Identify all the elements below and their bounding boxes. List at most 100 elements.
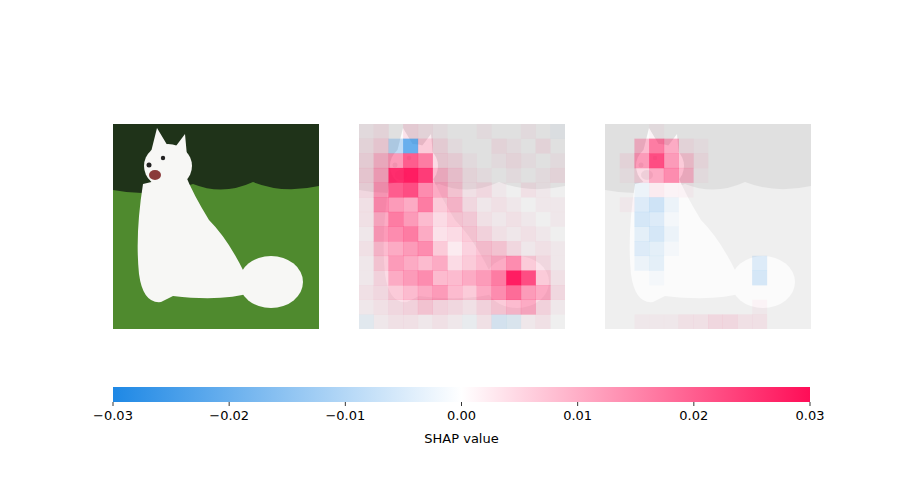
cell — [447, 183, 462, 198]
gray-image — [359, 124, 565, 329]
cell — [708, 285, 723, 300]
cell — [620, 256, 635, 271]
cell — [462, 168, 477, 183]
cell — [767, 183, 782, 198]
tick-label: −0.03 — [93, 408, 133, 423]
cell — [403, 168, 418, 183]
cell — [403, 153, 418, 168]
cell — [634, 197, 649, 212]
cell — [693, 183, 708, 198]
cell — [664, 285, 679, 300]
cell — [634, 153, 649, 168]
cell — [388, 227, 403, 242]
cell — [418, 241, 433, 256]
tick — [113, 402, 114, 406]
cell — [403, 285, 418, 300]
cell — [708, 183, 723, 198]
cell — [782, 139, 797, 154]
cell — [491, 183, 506, 198]
cell — [752, 183, 767, 198]
grass — [113, 124, 319, 329]
cell — [752, 227, 767, 242]
cell — [536, 139, 551, 154]
cell — [693, 270, 708, 285]
cell — [693, 227, 708, 242]
cell — [388, 270, 403, 285]
cell — [403, 241, 418, 256]
cell — [550, 139, 565, 154]
cell — [723, 197, 738, 212]
cell — [506, 183, 521, 198]
cell — [664, 227, 679, 242]
cell — [403, 212, 418, 227]
cell — [403, 300, 418, 315]
cell — [447, 124, 462, 139]
cell — [649, 256, 664, 271]
cell — [359, 124, 374, 139]
cell — [477, 197, 492, 212]
cell — [737, 139, 752, 154]
cell — [462, 314, 477, 329]
cell — [649, 168, 664, 183]
cell — [374, 197, 389, 212]
cell — [782, 197, 797, 212]
cell — [403, 314, 418, 329]
cell — [359, 197, 374, 212]
body — [630, 174, 745, 302]
cell — [634, 270, 649, 285]
cell — [693, 241, 708, 256]
cell — [447, 256, 462, 271]
tick — [229, 402, 230, 406]
cell — [752, 241, 767, 256]
grass — [605, 124, 811, 329]
cell — [418, 270, 433, 285]
cell — [723, 314, 738, 329]
cell — [447, 168, 462, 183]
cell — [679, 139, 694, 154]
cell — [521, 241, 536, 256]
cell — [359, 183, 374, 198]
cell — [679, 300, 694, 315]
cell — [649, 197, 664, 212]
cell — [796, 285, 811, 300]
cell — [605, 139, 620, 154]
cell — [620, 124, 635, 139]
cell — [477, 212, 492, 227]
cell — [620, 153, 635, 168]
cell — [664, 256, 679, 271]
cell — [767, 168, 782, 183]
tick — [810, 402, 811, 406]
cell — [737, 241, 752, 256]
tick — [345, 402, 346, 406]
cell — [388, 256, 403, 271]
cell — [550, 124, 565, 139]
tick-label: 0.03 — [796, 408, 825, 423]
cell — [782, 212, 797, 227]
cell — [605, 270, 620, 285]
cell — [737, 227, 752, 242]
cell — [550, 300, 565, 315]
cell — [723, 270, 738, 285]
cell — [418, 197, 433, 212]
cell — [477, 168, 492, 183]
colorbar-label: SHAP value — [424, 431, 498, 446]
mouth — [149, 170, 161, 180]
cell — [620, 300, 635, 315]
cell — [536, 241, 551, 256]
cell — [550, 270, 565, 285]
cell — [693, 300, 708, 315]
cell — [374, 212, 389, 227]
cell — [521, 139, 536, 154]
cell — [403, 124, 418, 139]
cell — [679, 124, 694, 139]
head — [144, 144, 192, 188]
cell — [433, 139, 448, 154]
cell — [462, 241, 477, 256]
cell — [605, 285, 620, 300]
cell — [536, 124, 551, 139]
cell — [374, 256, 389, 271]
cell — [433, 256, 448, 271]
cell — [679, 168, 694, 183]
colorbar — [113, 387, 810, 402]
cell — [521, 168, 536, 183]
